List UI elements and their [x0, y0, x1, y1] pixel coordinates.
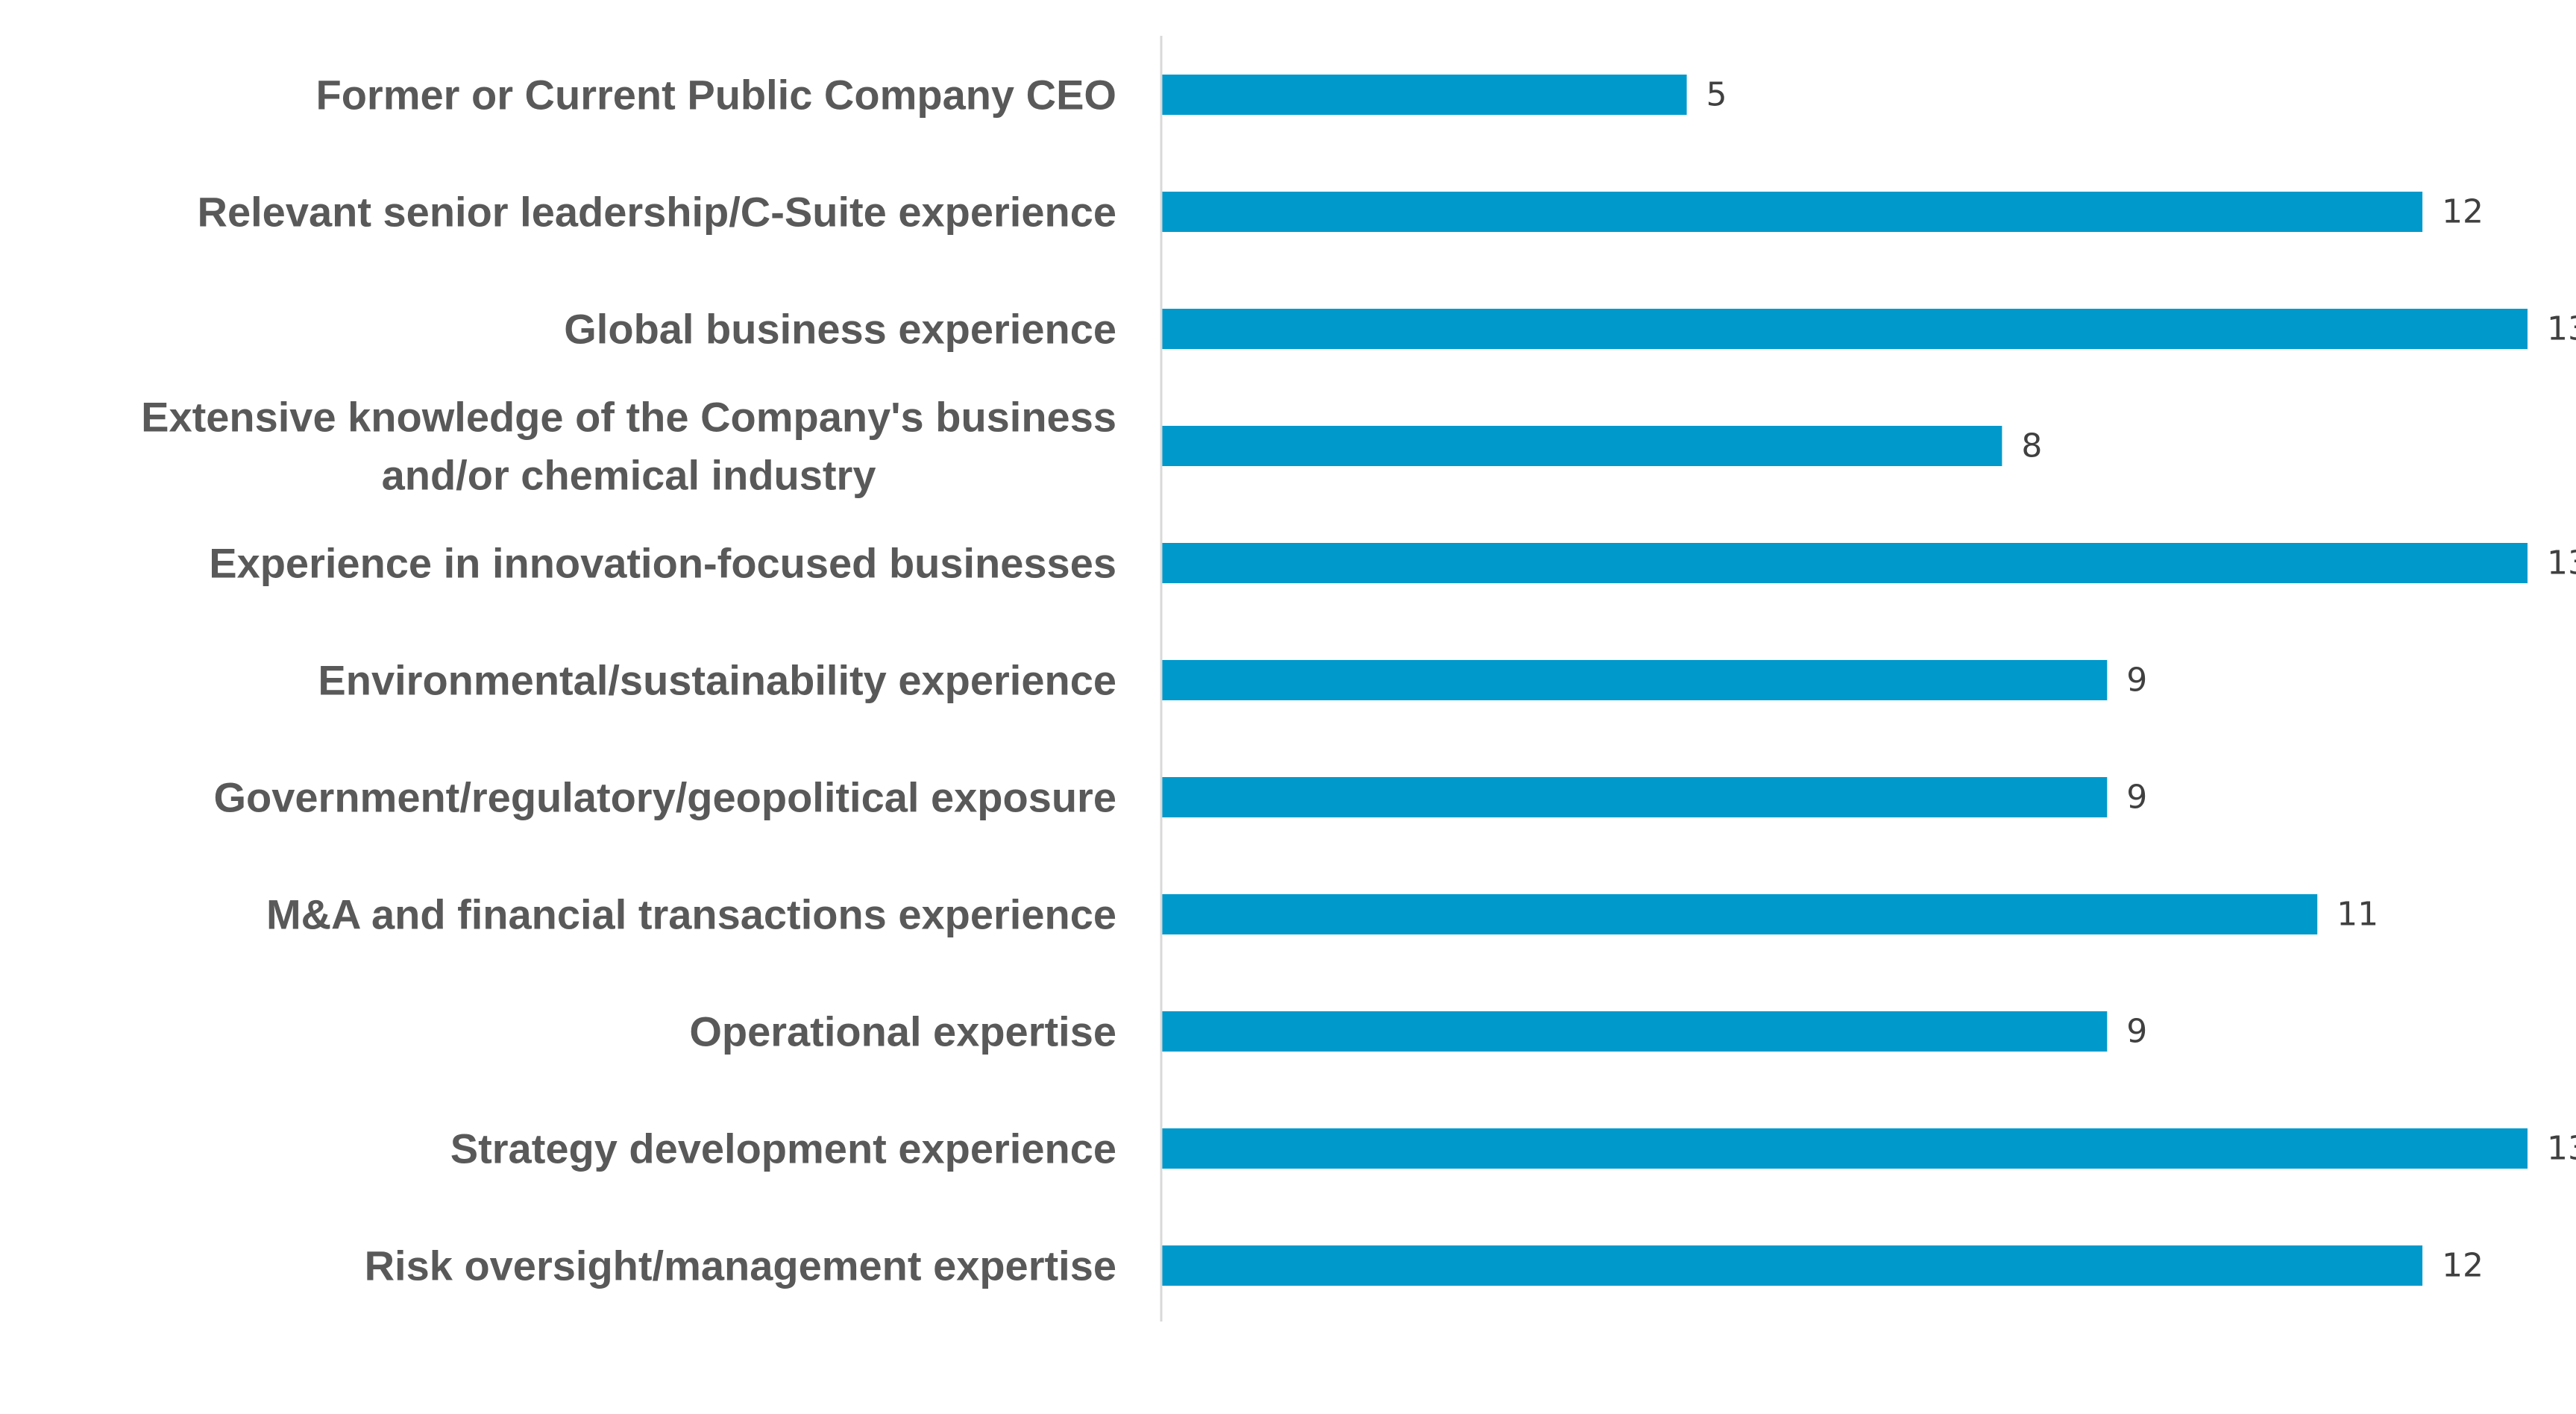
data-label: 8 [2021, 427, 2042, 465]
bar [1161, 1245, 2423, 1286]
data-label: 9 [2126, 662, 2147, 700]
bar [1161, 894, 2318, 934]
category-label: Strategy development experience [450, 1125, 1116, 1172]
category-label: M&A and financial transactions experienc… [266, 891, 1116, 938]
bar [1161, 426, 2002, 466]
bar [1161, 777, 2108, 817]
category-label: Risk oversight/management expertise [365, 1242, 1116, 1289]
data-label: 12 [2442, 193, 2484, 231]
bar [1161, 192, 2423, 232]
value-labels: 5 12 13 8 13 9 9 11 9 13 12 [1706, 76, 2576, 1285]
category-label: Relevant senior leadership/C-Suite exper… [198, 189, 1116, 236]
data-label: 9 [2126, 779, 2147, 817]
data-label: 9 [2126, 1013, 2147, 1051]
data-label: 11 [2337, 896, 2378, 934]
data-label: 12 [2442, 1247, 2484, 1285]
category-label: Experience in innovation-focused busines… [209, 540, 1116, 587]
category-label: and/or chemical industry [382, 452, 876, 499]
bar [1161, 1128, 2528, 1169]
bar [1161, 75, 1687, 115]
category-label: Environmental/sustainability experience [318, 657, 1116, 704]
data-label: 13 [2547, 310, 2576, 348]
data-label: 13 [2547, 544, 2576, 582]
category-label: Government/regulatory/geopolitical expos… [213, 774, 1116, 821]
bars [1161, 75, 2528, 1286]
category-label: Extensive knowledge of the Company's bus… [141, 394, 1116, 441]
bar [1161, 1011, 2108, 1052]
category-label: Former or Current Public Company CEO [316, 72, 1117, 119]
data-label: 13 [2547, 1130, 2576, 1168]
category-labels: Former or Current Public Company CEO Rele… [141, 72, 1116, 1289]
category-label: Global business experience [564, 306, 1116, 353]
data-label: 5 [1706, 76, 1727, 114]
bar [1161, 660, 2108, 700]
bar [1161, 309, 2528, 349]
category-label: Operational expertise [689, 1008, 1116, 1055]
bar [1161, 543, 2528, 583]
